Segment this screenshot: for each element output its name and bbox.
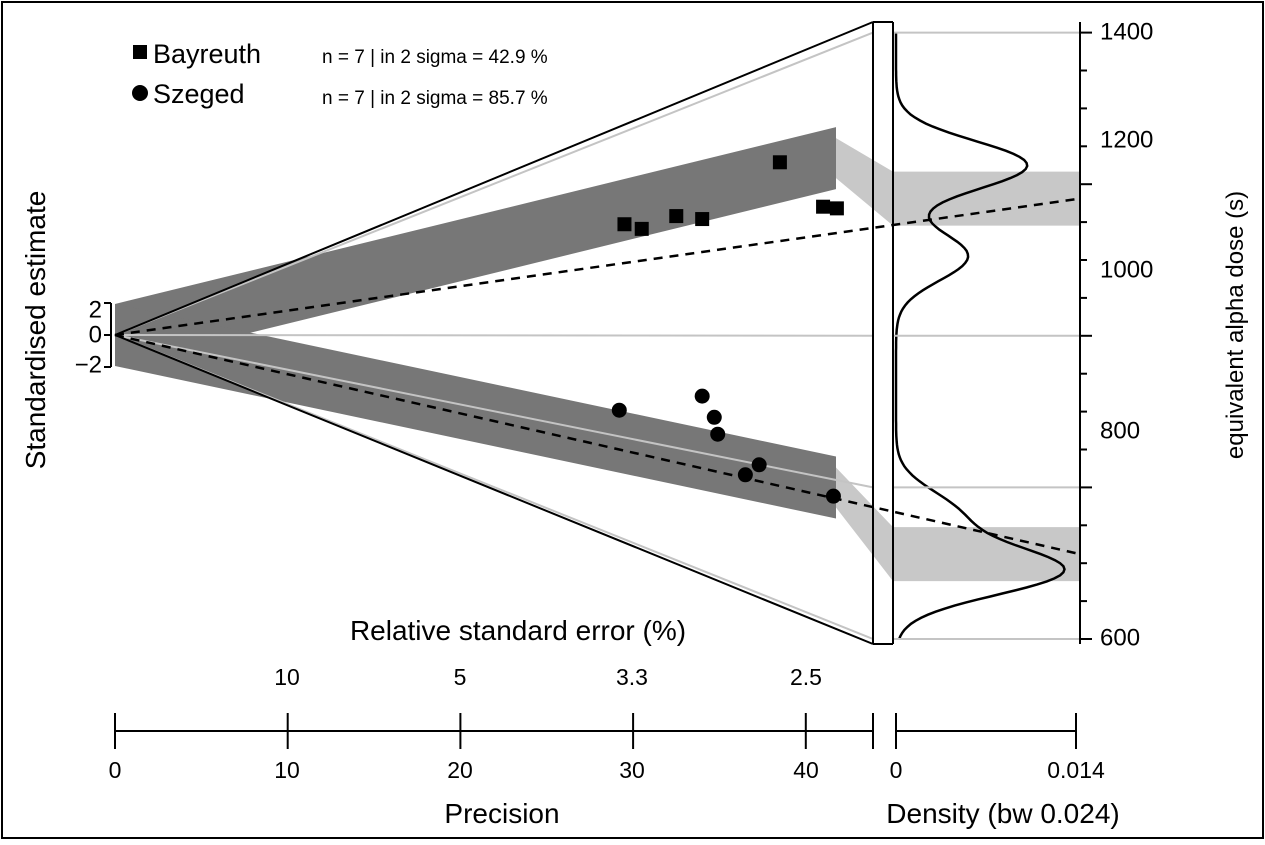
y-right-tick: 800 — [1100, 417, 1140, 444]
x-bottom-tick: 0 — [109, 757, 122, 783]
x-density-tick: 0.014 — [1047, 757, 1105, 783]
data-point-bayreuth — [772, 155, 787, 170]
frame-lower-edge — [114, 334, 874, 645]
confidence-bands — [115, 127, 1080, 582]
data-point-szeged — [611, 402, 627, 418]
x-top-tick: 2.5 — [790, 664, 822, 690]
data-point-szeged — [694, 388, 710, 404]
data-point-bayreuth — [617, 217, 632, 232]
x-top-tick: 5 — [454, 664, 467, 690]
x-top-tick: 10 — [274, 664, 300, 690]
x-bottom-tick: 30 — [619, 757, 645, 783]
x-top-label: Relative standard error (%) — [350, 615, 686, 646]
reference-line — [114, 31, 874, 336]
confidence-band — [115, 127, 836, 366]
reference-line — [114, 334, 874, 489]
x-top-tick: 3.3 — [616, 664, 648, 690]
legend-stats-bayreuth: n = 7 | in 2 sigma = 42.9 % — [322, 47, 548, 68]
legend-label-szeged: Szeged — [153, 79, 245, 109]
x-density-tick: 0 — [890, 757, 903, 783]
data-point-bayreuth — [816, 199, 831, 214]
x-bottom-label: Precision — [444, 798, 559, 829]
data-point-bayreuth — [829, 201, 844, 216]
confidence-band-projection — [836, 138, 1080, 226]
central-value-line — [114, 333, 1081, 556]
x-bottom-tick: 20 — [447, 757, 473, 783]
data-point-bayreuth — [634, 221, 649, 236]
legend-circle-marker — [132, 85, 148, 101]
data-point-szeged — [825, 488, 841, 504]
frame-upper-edge — [114, 21, 874, 336]
data-point-szeged — [706, 409, 722, 425]
legend-square-marker — [133, 45, 147, 59]
x-density-label: Density (bw 0.024) — [886, 798, 1119, 829]
data-point-szeged — [737, 467, 753, 483]
y-right-tick: 1000 — [1100, 256, 1153, 283]
data-points — [611, 155, 844, 504]
axes — [104, 21, 1092, 749]
y-left-tick: 2 — [89, 296, 102, 323]
central-value-line — [114, 197, 1081, 337]
data-point-bayreuth — [695, 212, 710, 227]
y-right-label: equivalent alpha dose (s) — [1222, 191, 1249, 459]
y-left-label: Standardised estimate — [20, 191, 51, 470]
y-right-tick: 600 — [1100, 624, 1140, 651]
legend-stats-szeged: n = 7 | in 2 sigma = 85.7 % — [322, 88, 548, 109]
legend-label-bayreuth: Bayreuth — [153, 39, 261, 69]
reference-line — [114, 334, 874, 337]
data-point-szeged — [751, 457, 767, 473]
y-right-tick: 1200 — [1100, 126, 1153, 153]
confidence-band-projection — [836, 467, 1080, 582]
data-point-szeged — [710, 426, 726, 442]
confidence-band — [115, 304, 836, 519]
y-left-tick: 0 — [89, 321, 102, 348]
x-bottom-tick: 40 — [793, 757, 819, 783]
x-bottom-tick: 10 — [274, 757, 300, 783]
y-left-tick: −2 — [75, 351, 102, 378]
y-right-tick: 1400 — [1100, 18, 1153, 45]
reference-lines — [114, 31, 1081, 640]
data-point-bayreuth — [669, 209, 684, 224]
